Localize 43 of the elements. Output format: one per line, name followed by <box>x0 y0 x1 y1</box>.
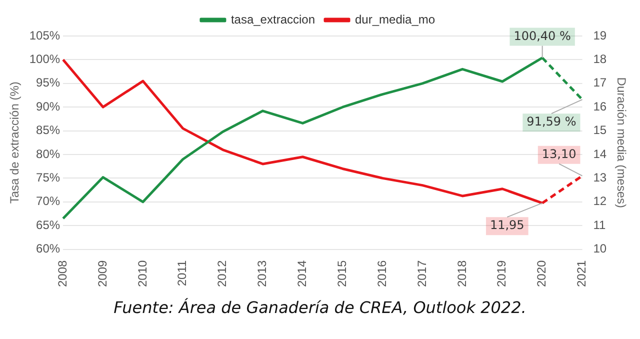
x-tick-label: 2019 <box>494 260 509 288</box>
x-tick-label: 2021 <box>574 260 589 288</box>
y-tick-label: 105% <box>29 28 60 42</box>
x-tick-label: 2017 <box>414 260 429 288</box>
legend-label: tasa_extraccion <box>230 12 315 26</box>
y2-tick-label: 12 <box>593 194 607 208</box>
y-tick-label: 75% <box>36 170 60 185</box>
y2-tick-label: 13 <box>593 170 607 185</box>
x-tick-label: 2014 <box>295 260 310 288</box>
data-label: 91,59 % <box>526 114 576 129</box>
legend-label: dur_media_mo <box>355 12 436 26</box>
y2-tick-label: 14 <box>593 146 607 161</box>
data-label: 13,10 <box>542 146 576 161</box>
y-tick-label: 85% <box>36 123 60 138</box>
x-tick-label: 2018 <box>454 260 469 288</box>
data-label: 11,95 <box>490 218 524 232</box>
y2-tick-label: 10 <box>593 242 607 256</box>
y-tick-label: 70% <box>36 194 60 208</box>
y2-axis-title: Duración media (meses) <box>614 77 628 208</box>
y-tick-label: 80% <box>36 146 60 161</box>
y2-tick-label: 16 <box>593 99 607 114</box>
x-tick-label: 2009 <box>95 260 110 288</box>
y-tick-label: 100% <box>29 52 60 66</box>
x-tick-label: 2010 <box>135 260 150 288</box>
y2-tick-label: 15 <box>593 123 607 138</box>
x-tick-label: 2013 <box>255 260 270 288</box>
y2-tick-label: 17 <box>593 76 607 90</box>
source-note: Fuente: Área de Ganadería de CREA, Outlook 2022. <box>112 298 528 317</box>
data-label: 100,40 % <box>514 28 571 43</box>
y-tick-label: 90% <box>36 99 60 114</box>
y2-tick-label: 11 <box>593 218 606 232</box>
y2-tick-label: 19 <box>593 28 607 42</box>
y-axis-title: Tasa de extracción (%) <box>8 82 22 204</box>
y2-tick-label: 18 <box>593 52 607 66</box>
y-tick-label: 60% <box>36 242 60 256</box>
x-tick-label: 2016 <box>374 260 389 288</box>
x-tick-label: 2020 <box>534 260 549 288</box>
x-tick-label: 2015 <box>334 260 349 288</box>
x-tick-label: 2012 <box>215 260 230 288</box>
x-tick-label: 2011 <box>175 260 190 286</box>
y-tick-label: 65% <box>36 218 60 232</box>
y-tick-label: 95% <box>36 76 60 90</box>
x-tick-label: 2008 <box>55 260 70 288</box>
